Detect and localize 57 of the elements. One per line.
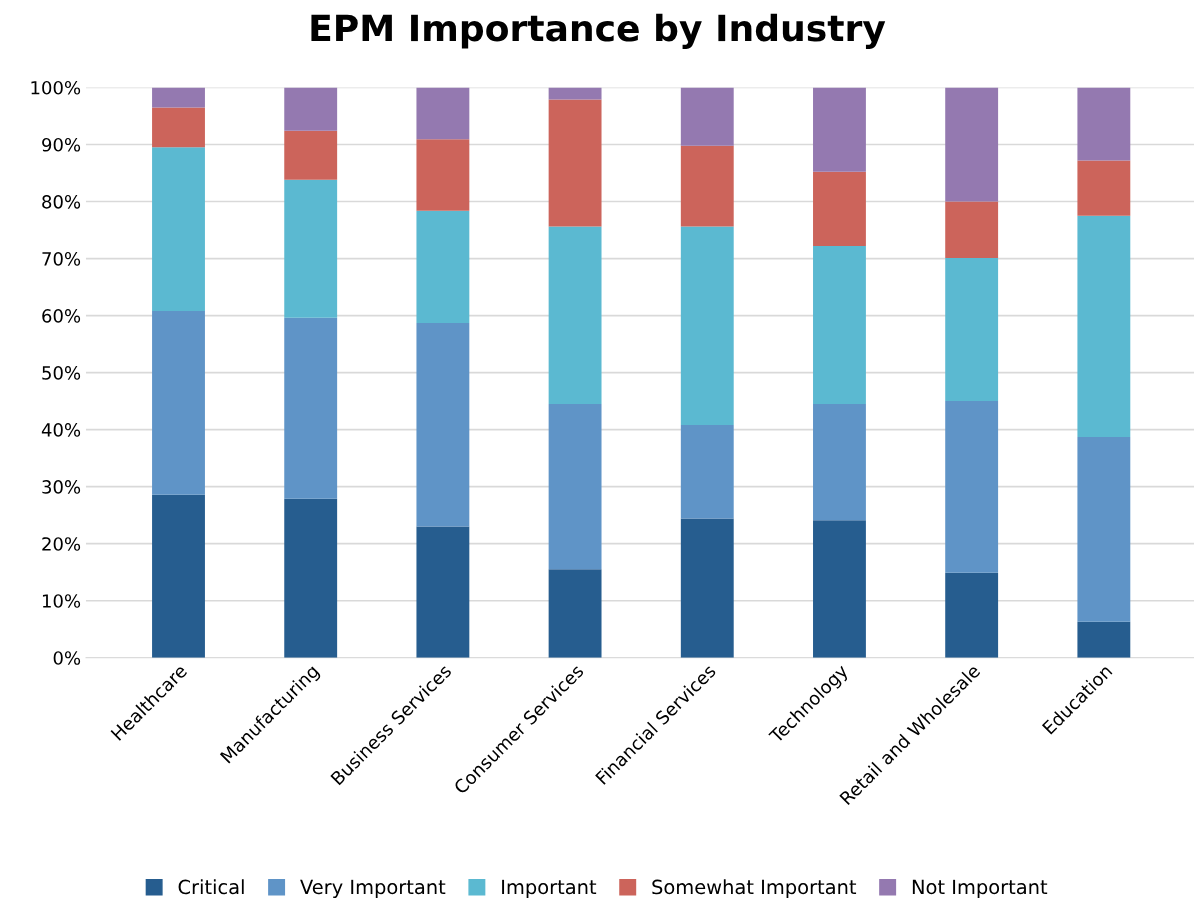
bar [813,246,866,404]
bar [813,403,866,521]
bar [680,425,734,519]
bar [945,401,999,573]
bar [152,494,205,658]
bar [945,201,999,258]
bar [416,210,470,323]
bar [152,107,205,148]
bar [1077,215,1131,438]
bar [813,87,866,172]
bar [1077,437,1131,622]
bar [548,403,602,570]
legend-label: Not Important [912,879,1048,899]
bar [945,87,999,202]
bar [284,130,338,180]
bar [548,226,602,404]
y-tick-label: 0% [53,651,81,665]
bar [680,145,734,227]
y-tick-label: 70% [42,252,81,266]
y-tick-label: 60% [42,309,81,323]
bar [945,257,999,402]
bar [416,526,470,658]
y-tick-label: 40% [41,423,81,437]
bar [945,572,999,658]
y-tick-label: 90% [42,137,81,152]
bar [284,498,338,658]
bar [152,311,205,495]
y-tick-label: 50% [42,366,81,380]
y-tick-label: 100% [31,80,81,95]
bar [813,171,866,246]
bar [284,87,338,131]
bar [416,139,470,211]
chart-title: EPM Importance by Industry [311,13,886,49]
bar [680,87,734,146]
bar [416,87,470,140]
y-tick-label: 10% [42,594,81,608]
y-tick-label: 20% [42,537,81,551]
bar [813,520,866,658]
bar [416,322,470,527]
legend-label: Very Important [300,879,446,899]
bar [152,147,205,312]
y-tick-label: 80% [42,194,81,209]
legend-label: Critical [178,879,244,895]
bar [548,99,602,227]
bar [1077,160,1131,216]
bar [284,179,338,318]
bar [548,569,602,658]
bar [284,317,338,499]
bar [1077,87,1131,161]
bar [680,518,734,658]
bar [548,87,602,100]
bar [680,226,734,426]
legend-label: Somewhat Important [652,879,857,899]
legend-label: Important [502,879,597,899]
bar [152,87,205,108]
y-tick-label: 30% [42,480,81,494]
bar [1077,621,1131,658]
